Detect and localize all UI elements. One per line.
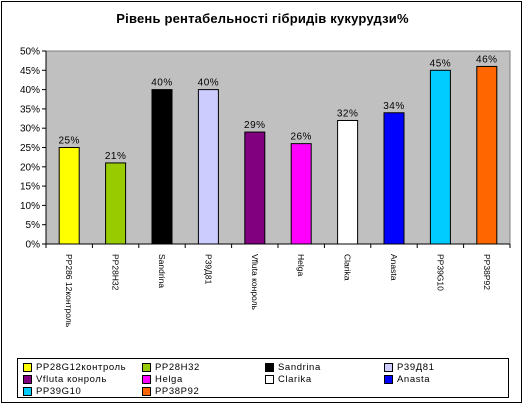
legend-swatch bbox=[142, 362, 151, 372]
legend-label: Helga bbox=[155, 373, 183, 385]
legend-label: РР39G10 bbox=[36, 385, 82, 397]
y-tick-label: 45% bbox=[20, 66, 40, 77]
data-label: 29% bbox=[244, 120, 266, 131]
legend-swatch bbox=[142, 374, 151, 384]
y-tick-label: 40% bbox=[20, 85, 40, 96]
y-tick-label: 30% bbox=[20, 124, 40, 135]
x-tick-label: РР286 12контроль bbox=[64, 254, 74, 328]
data-label: 40% bbox=[151, 78, 173, 89]
legend-item: РР28Н32 bbox=[142, 361, 200, 373]
data-label: 32% bbox=[337, 108, 359, 119]
legend-swatch bbox=[142, 386, 151, 396]
legend-swatch bbox=[23, 362, 32, 372]
legend-swatch bbox=[384, 362, 393, 372]
data-label: 26% bbox=[290, 132, 312, 143]
data-label: 46% bbox=[476, 54, 498, 65]
bar bbox=[383, 112, 405, 245]
y-tick-label: 10% bbox=[20, 201, 40, 212]
bar bbox=[337, 119, 359, 245]
data-label: 21% bbox=[105, 151, 127, 162]
legend-label: РР28Н32 bbox=[155, 361, 200, 373]
legend-label: РР28G12контроль bbox=[36, 361, 127, 373]
legend-swatch bbox=[265, 362, 274, 372]
x-tick-label: Р39Д81 bbox=[203, 254, 213, 285]
x-tick-label: РР38Р92 bbox=[482, 254, 492, 290]
data-label: 45% bbox=[430, 58, 452, 69]
y-tick-label: 5% bbox=[26, 220, 41, 231]
y-tick-label: 20% bbox=[20, 162, 40, 173]
bar bbox=[151, 89, 173, 245]
legend-item: Sandrina bbox=[265, 361, 321, 373]
x-tick-label: Sandrina bbox=[157, 254, 167, 288]
data-label: 40% bbox=[198, 78, 220, 89]
legend-swatch bbox=[265, 374, 274, 384]
bar bbox=[105, 162, 127, 245]
legend-label: Vfluta конроль bbox=[36, 373, 107, 385]
bar bbox=[244, 131, 266, 245]
legend-label: РР38Р92 bbox=[155, 385, 200, 397]
legend-item: Р39Д81 bbox=[384, 361, 435, 373]
legend-label: Anasta bbox=[397, 373, 431, 385]
bar bbox=[429, 69, 451, 245]
chart-legend: РР28G12контроль РР28Н32 Sandrina Р39Д81 Vflu… bbox=[17, 358, 509, 398]
legend-item: РР28G12контроль bbox=[23, 361, 126, 373]
legend-label: Р39Д81 bbox=[397, 361, 435, 373]
data-label: 25% bbox=[58, 136, 80, 147]
y-tick-label: 15% bbox=[20, 182, 40, 193]
legend-label: Sandrina bbox=[278, 361, 321, 373]
y-tick-label: 0% bbox=[26, 240, 41, 251]
bar bbox=[290, 143, 312, 245]
legend-swatch bbox=[23, 374, 32, 384]
legend-item: Clarika bbox=[265, 373, 312, 385]
legend-swatch bbox=[384, 374, 393, 384]
x-tick-label: Helga bbox=[296, 254, 306, 276]
bar bbox=[197, 89, 219, 245]
bar bbox=[58, 147, 80, 245]
bar bbox=[476, 65, 498, 245]
x-tick-label: РР28Н32 bbox=[111, 254, 121, 291]
legend-label: Clarika bbox=[278, 373, 312, 385]
x-tick-label: Anasta bbox=[389, 254, 399, 281]
y-tick-label: 35% bbox=[20, 104, 40, 115]
y-tick-label: 50% bbox=[20, 47, 40, 58]
legend-swatch bbox=[23, 386, 32, 396]
x-tick-label: Clarika bbox=[343, 254, 353, 281]
legend-item: РР39G10 bbox=[23, 385, 81, 397]
y-tick-label: 25% bbox=[20, 143, 40, 154]
legend-item: Helga bbox=[142, 373, 183, 385]
legend-item: Vfluta конроль bbox=[23, 373, 107, 385]
x-tick-label: Vfluta конроль bbox=[250, 254, 260, 311]
chart-title: Рівень рентабельності гібридів кукурудзи… bbox=[116, 11, 409, 26]
data-label: 34% bbox=[383, 101, 405, 112]
x-tick-label: РР39G10 bbox=[435, 254, 445, 291]
legend-item: Anasta bbox=[384, 373, 430, 385]
legend-item: РР38Р92 bbox=[142, 385, 199, 397]
